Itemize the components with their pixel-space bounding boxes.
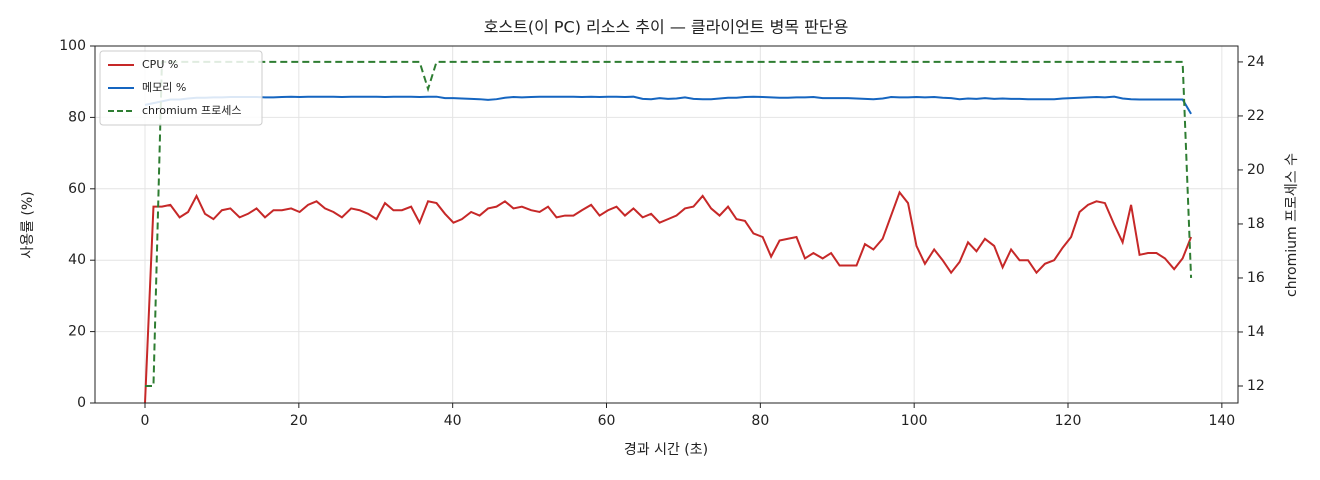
- y-tick-label: 80: [68, 109, 86, 125]
- legend-box: [99, 50, 263, 126]
- x-tick-label: 100: [901, 413, 928, 429]
- y-tick-label: 20: [68, 324, 86, 340]
- legend-label: CPU %: [142, 58, 178, 71]
- y-axis-label: 사용률 (%): [20, 191, 36, 258]
- y2-tick-label: 22: [1247, 108, 1265, 124]
- plot-frame: [94, 45, 1239, 404]
- y-tick-label: 0: [77, 395, 86, 411]
- x-tick-label: 20: [290, 413, 308, 429]
- legend-label: chromium 프로세스: [142, 104, 241, 117]
- y-tick-label: 60: [68, 181, 86, 197]
- legend-label: 메모리 %: [142, 81, 186, 94]
- y-tick-label: 100: [59, 38, 86, 54]
- x-axis-label: 경과 시간 (초): [624, 442, 708, 458]
- series-line: [144, 95, 1192, 115]
- x-tick-label: 0: [141, 413, 150, 429]
- chart-title: 호스트(이 PC) 리소스 추이 — 클라이언트 병목 판단용: [484, 18, 849, 37]
- y2-axis-label: chromium 프로세스 수: [1284, 153, 1300, 297]
- series-line: [144, 190, 1193, 404]
- y2-tick-label: 18: [1247, 216, 1265, 232]
- y2-tick-label: 16: [1247, 270, 1265, 286]
- x-tick-label: 60: [598, 413, 616, 429]
- x-tick-label: 140: [1208, 413, 1235, 429]
- x-tick-label: 80: [751, 413, 769, 429]
- x-tick-label: 40: [444, 413, 462, 429]
- y2-tick-label: 24: [1247, 54, 1265, 70]
- series-line: [145, 60, 1193, 387]
- y2-tick-label: 20: [1247, 162, 1265, 178]
- y-tick-label: 40: [68, 252, 86, 268]
- y2-tick-label: 12: [1247, 378, 1265, 394]
- x-tick-label: 120: [1055, 413, 1082, 429]
- y2-tick-label: 14: [1247, 324, 1265, 340]
